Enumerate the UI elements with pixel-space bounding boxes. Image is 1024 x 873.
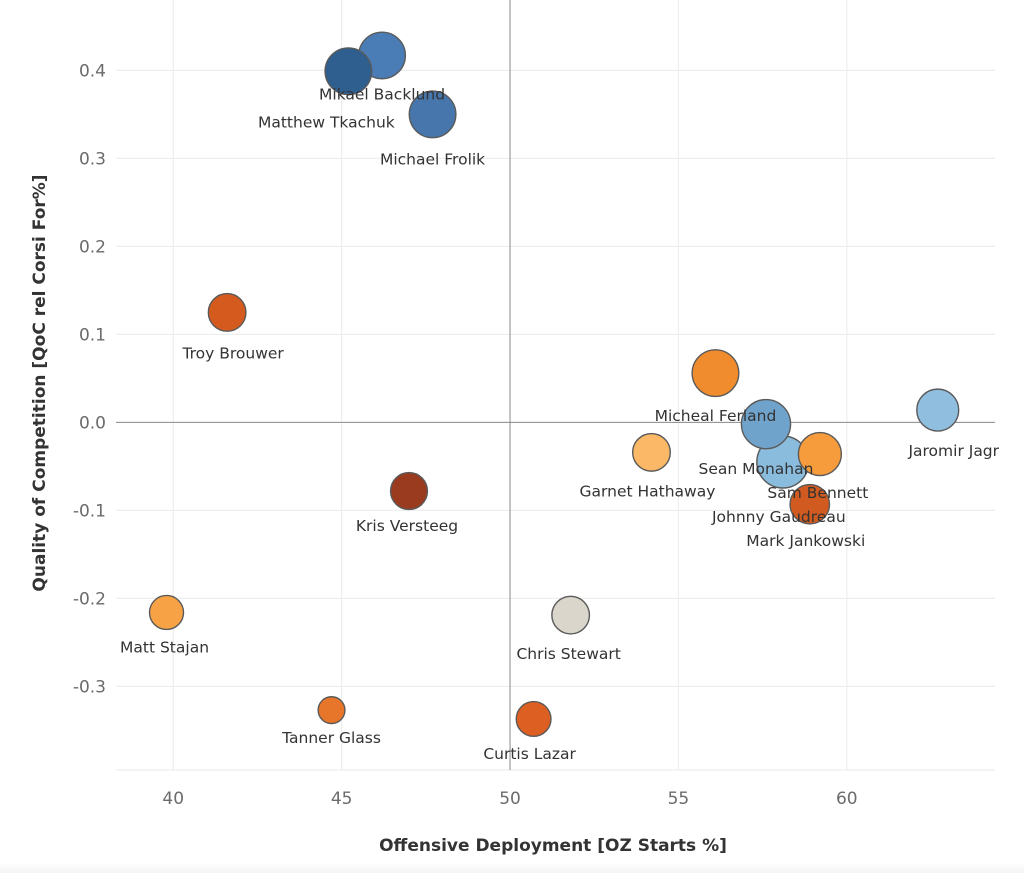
point-label: Chris Stewart [516, 645, 620, 663]
point-label: Michael Frolik [380, 150, 485, 168]
bottom-fade [0, 863, 1024, 873]
y-tick-label: -0.1 [73, 501, 106, 521]
data-point [916, 388, 960, 432]
point-label: Sam Bennett [767, 484, 868, 502]
point-label: Mikael Backlund [319, 85, 445, 103]
data-point [317, 696, 346, 725]
point-label: Garnet Hathaway [580, 482, 716, 500]
point-label: Kris Versteeg [356, 517, 458, 535]
data-points [148, 31, 960, 738]
point-label: Curtis Lazar [483, 745, 576, 763]
data-point [691, 349, 740, 398]
point-label: Jaromir Jagr [907, 442, 999, 460]
y-tick-label: 0.4 [79, 61, 106, 81]
y-tick-label: -0.3 [73, 677, 106, 697]
data-point [631, 432, 671, 472]
reference-lines [116, 0, 995, 770]
x-tick-label: 55 [668, 789, 690, 809]
gridlines [116, 0, 995, 771]
point-label: Troy Brouwer [181, 344, 284, 362]
data-point [324, 47, 373, 96]
point-label: Johnny Gaudreau [711, 508, 846, 526]
point-label: Mark Jankowski [746, 532, 865, 550]
x-tick-label: 45 [331, 789, 353, 809]
point-label: Tanner Glass [281, 729, 381, 747]
x-tick-label: 40 [162, 789, 184, 809]
point-label: Sean Monahan [699, 460, 814, 478]
data-point [389, 471, 429, 511]
data-point [515, 700, 552, 738]
y-tick-label: 0.0 [79, 413, 106, 433]
data-point [740, 398, 792, 450]
x-tick-label: 60 [836, 789, 858, 809]
data-point [789, 483, 831, 525]
data-point [551, 595, 591, 635]
point-label: Matthew Tkachuk [258, 113, 395, 131]
data-point [797, 431, 843, 477]
x-axis-ticks: 40 45 50 55 60 [162, 789, 857, 809]
point-label: Matt Stajan [120, 638, 209, 656]
point-labels: Mikael Backlund Matthew Tkachuk Michael Fr… [120, 85, 1000, 763]
data-point [148, 594, 185, 631]
data-point [207, 292, 247, 332]
x-axis-title: Offensive Deployment [OZ Starts %] [379, 836, 727, 856]
y-axis-ticks: 0.4 0.3 0.2 0.1 0.0 -0.1 -0.2 -0.3 [73, 61, 106, 697]
y-tick-label: 0.3 [79, 149, 106, 169]
x-tick-label: 50 [499, 789, 521, 809]
data-point [408, 90, 457, 139]
y-axis-title: Quality of Competition [QoC rel Corsi Fo… [30, 174, 50, 591]
y-tick-label: -0.2 [73, 589, 106, 609]
y-tick-label: 0.1 [79, 325, 106, 345]
point-label: Micheal Ferland [655, 407, 777, 425]
y-tick-label: 0.2 [79, 237, 106, 257]
